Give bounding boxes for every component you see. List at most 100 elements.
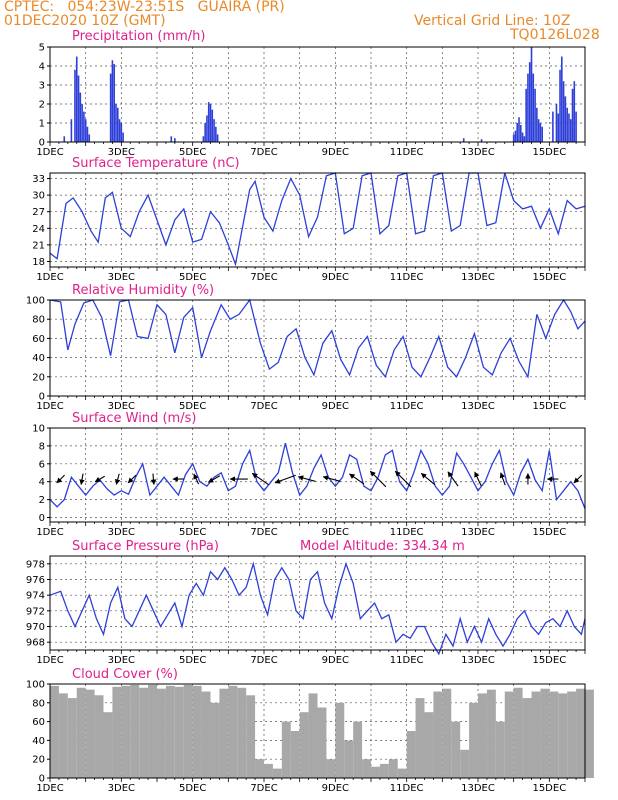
precipitation-bar (525, 88, 527, 142)
humidity-xtick-label: 1DEC (36, 401, 63, 412)
pressure-xtick-label: 13DEC (461, 655, 495, 666)
wind-xtick-label: 11DEC (390, 527, 424, 538)
pressure-ytick-label: 974 (26, 591, 45, 602)
temperature-xtick-label: 1DEC (36, 272, 63, 283)
cloud-bar (371, 766, 380, 778)
cloud-bar (362, 759, 371, 778)
cloud-bar (281, 721, 291, 778)
pressure-ytick-label: 976 (26, 575, 45, 586)
precipitation-bar (83, 111, 85, 142)
cloud-bar (495, 721, 505, 778)
cloud-bar (317, 707, 327, 778)
precipitation-bar (573, 81, 576, 142)
precipitation-xtick-label: 11DEC (390, 147, 424, 158)
temperature-series-line (49, 172, 586, 267)
pressure-xtick-label: 1DEC (36, 655, 63, 666)
temperature-title: Surface Temperature (nC) (72, 156, 240, 171)
precipitation-bar (559, 69, 561, 142)
cloud-bar (290, 731, 300, 778)
temperature-ytick-label: 21 (32, 240, 45, 251)
cloud-bar (165, 685, 175, 778)
pressure-xtick-label: 3DEC (108, 655, 135, 666)
humidity-title: Relative Humidity (%) (72, 283, 215, 298)
precipitation-bar (512, 134, 515, 142)
cloud-bar (531, 691, 541, 778)
pressure-ytick-label: 978 (26, 559, 45, 570)
precipitation-bar (207, 102, 210, 142)
cloud-bar (237, 687, 247, 778)
cloud-bar (121, 685, 131, 778)
cloud-bar (272, 768, 282, 778)
pressure-xtick-label: 7DEC (250, 655, 277, 666)
pressure-ytick-label: 970 (26, 622, 45, 633)
temperature-ytick-label: 33 (32, 174, 45, 185)
header-date: 01DEC2020 10Z (GMT) (4, 13, 166, 29)
cloud-xtick-label: 7DEC (250, 783, 277, 794)
precipitation-bar (206, 115, 208, 142)
cloud-bar (130, 684, 140, 778)
cloud-bar (460, 749, 470, 778)
cloud-bar (335, 702, 345, 778)
model-altitude-label: Model Altitude: 334.34 m (300, 539, 465, 554)
cloud-bar (201, 691, 211, 778)
precipitation-xtick-label: 13DEC (461, 147, 495, 158)
precipitation-bar (566, 107, 568, 142)
cloud-xtick-label: 1DEC (36, 783, 63, 794)
precipitation-ytick-label: 4 (39, 62, 45, 73)
cloud-bar (58, 693, 68, 778)
precipitation-bar (209, 104, 212, 142)
temperature-xtick-label: 9DEC (322, 272, 349, 283)
pressure-series-line (49, 561, 586, 656)
humidity-xtick-label: 15DEC (532, 401, 566, 412)
precipitation-bar (568, 113, 570, 142)
precipitation-panel: 0 1 2 3 4 5 1DEC 3DEC 5DEC 7DEC 9DEC 11DEC 13DEC 15DE… (36, 43, 586, 158)
wind-ytick-label: 6 (39, 459, 45, 470)
precipitation-xtick-label: 1DEC (36, 147, 63, 158)
precipitation-bar (75, 56, 78, 142)
precipitation-bar (532, 73, 535, 142)
humidity-xtick-label: 11DEC (390, 401, 424, 412)
cloud-title: Cloud Cover (%) (72, 667, 178, 682)
cloud-bar (549, 691, 559, 778)
wind-direction-arrow (297, 475, 316, 482)
temperature-ytick-label: 24 (32, 224, 45, 235)
wind-arrows (56, 470, 583, 488)
precipitation-ytick-label: 5 (39, 43, 45, 54)
cloud-bar (424, 712, 434, 778)
precipitation-bar (109, 73, 112, 142)
wind-title: Surface Wind (m/s) (72, 411, 197, 426)
precipitation-bar (63, 136, 66, 142)
cloud-bar (103, 712, 113, 778)
cloud-bar (85, 689, 95, 778)
precipitation-bar (523, 136, 526, 142)
cloud-bar (255, 759, 264, 778)
precipitation-bar (122, 132, 124, 142)
precipitation-bar (537, 119, 540, 142)
pressure-xtick-label: 5DEC (179, 655, 206, 666)
wind-direction-arrow (127, 474, 137, 484)
wind-direction-arrow (369, 470, 387, 488)
humidity-xtick-label: 5DEC (179, 401, 206, 412)
cloud-bar (558, 693, 568, 778)
precipitation-xtick-label: 5DEC (179, 147, 206, 158)
wind-direction-arrow (193, 473, 200, 485)
precipitation-bar (520, 124, 522, 142)
precipitation-bar (120, 123, 123, 142)
wind-ytick-label: 2 (39, 495, 45, 506)
cloud-bar (353, 721, 363, 778)
pressure-xtick-label: 15DEC (532, 655, 566, 666)
cloud-bar (478, 693, 487, 778)
wind-direction-arrow (94, 475, 105, 483)
cloud-bar (148, 684, 157, 778)
precipitation-xtick-label: 15DEC (532, 147, 566, 158)
wind-xtick-label: 7DEC (250, 527, 277, 538)
cloud-bar (486, 689, 496, 778)
wind-xtick-label: 5DEC (179, 527, 206, 538)
temperature-xtick-label: 15DEC (532, 272, 566, 283)
precipitation-bar (518, 117, 520, 142)
precipitation-bar (215, 126, 217, 142)
humidity-ytick-label: 0 (39, 392, 45, 403)
cloud-bar (469, 702, 478, 778)
precipitation-xtick-label: 7DEC (250, 147, 277, 158)
precipitation-bar (202, 136, 205, 142)
